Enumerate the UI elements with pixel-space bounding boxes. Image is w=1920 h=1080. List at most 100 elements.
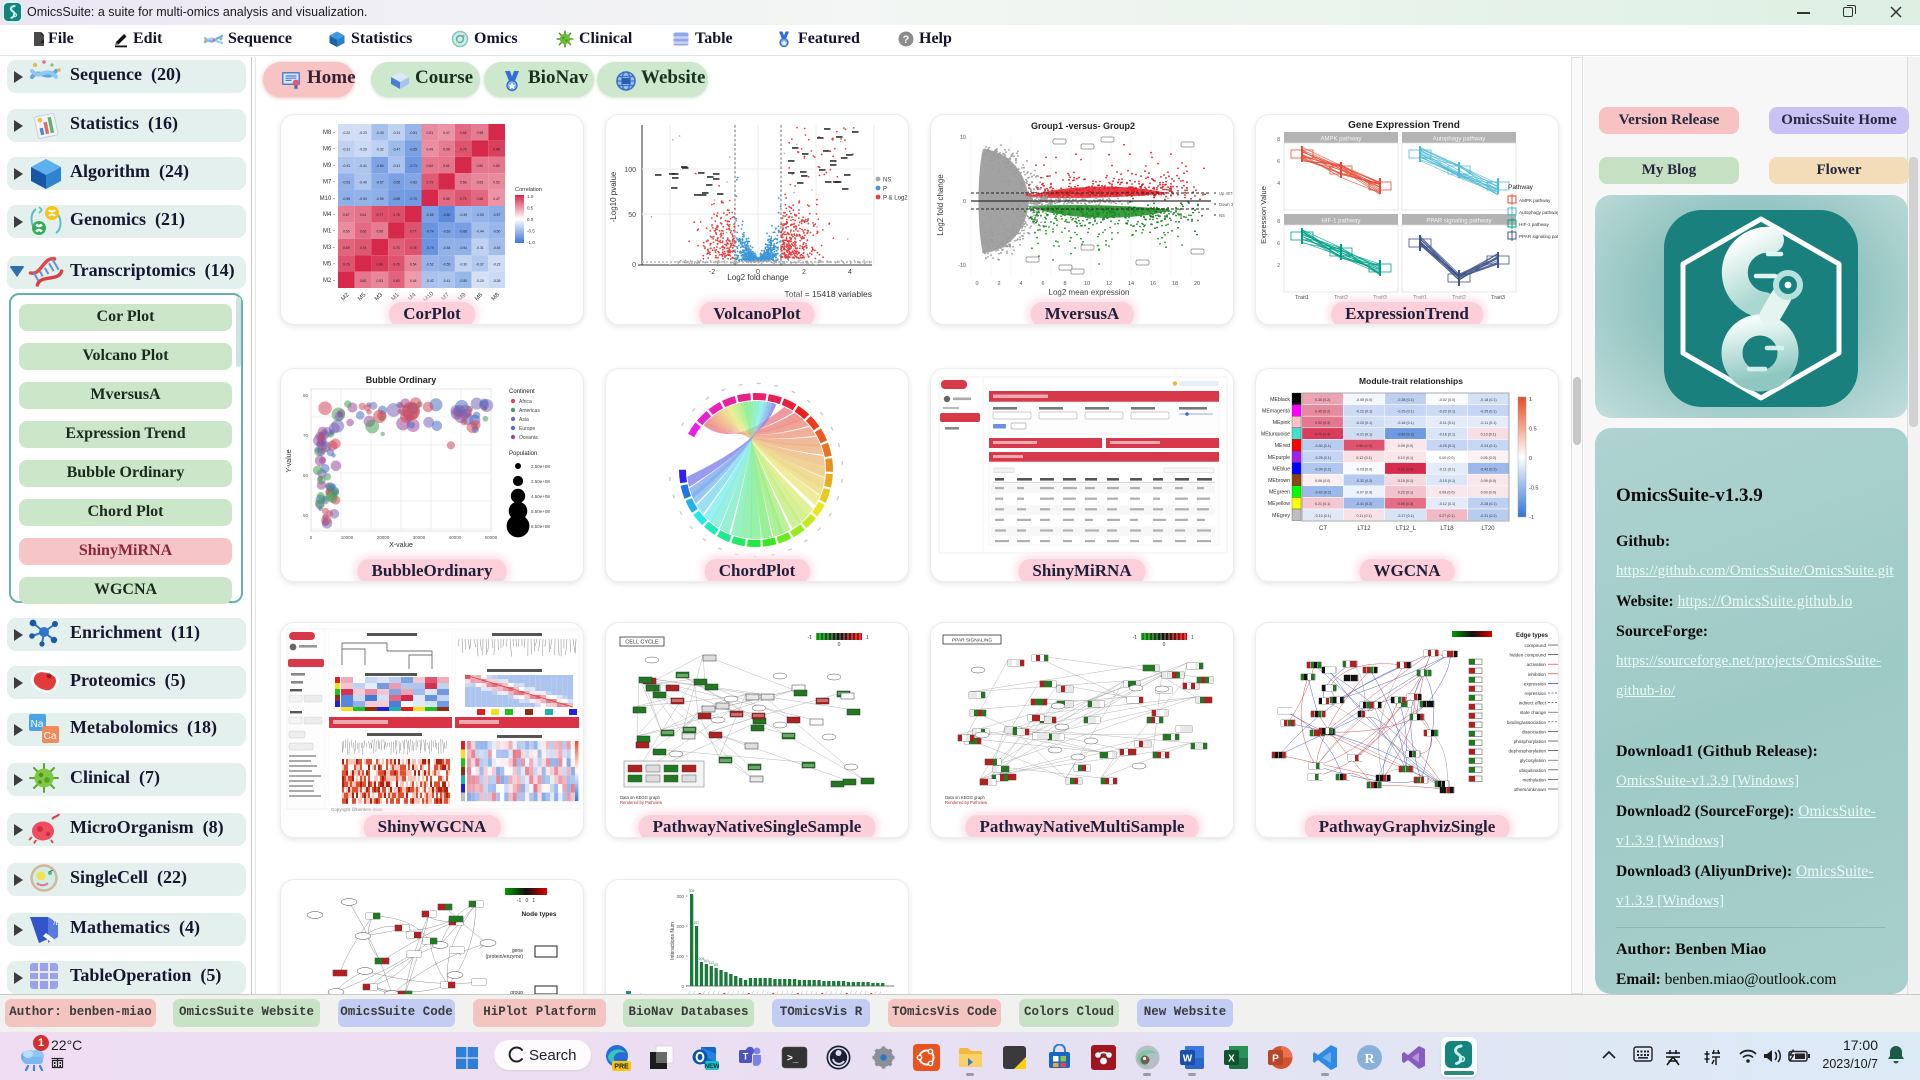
svg-text:60: 60 — [303, 473, 309, 478]
svg-text:-0.25 (0.1): -0.25 (0.1) — [1314, 456, 1331, 460]
svg-text:Population: Population — [509, 451, 537, 457]
svg-text:-0.65: -0.65 — [409, 148, 417, 152]
svg-text:-0.21 (0.1): -0.21 (0.1) — [1356, 433, 1373, 437]
svg-text:0: 0 — [632, 262, 636, 269]
svg-text:π: π — [53, 917, 59, 928]
svg-text:-0.22 (0.1): -0.22 (0.1) — [1439, 409, 1456, 413]
svg-text:MEyellow: MEyellow — [1268, 501, 1290, 507]
svg-text:0.73: 0.73 — [426, 180, 433, 184]
svg-text:0.15 (0.1): 0.15 (0.1) — [1398, 479, 1413, 483]
svg-text:-0.51: -0.51 — [409, 131, 417, 135]
svg-text:2: 2 — [997, 281, 1000, 287]
svg-text:-0.45: -0.45 — [493, 246, 501, 250]
svg-text:-0.23: -0.23 — [493, 262, 501, 266]
svg-text:6: 6 — [1041, 281, 1044, 287]
svg-text:14: 14 — [1128, 281, 1134, 287]
svg-text:-Log10 pvalue: -Log10 pvalue — [609, 171, 618, 222]
svg-text:0: 0 — [975, 281, 978, 287]
svg-text:0.54: 0.54 — [410, 262, 417, 266]
svg-text:-0.55: -0.55 — [443, 262, 451, 266]
svg-text:-0.54: -0.54 — [459, 246, 467, 250]
svg-text:0.74: 0.74 — [360, 246, 367, 250]
svg-text:-0.41 (0.2): -0.41 (0.2) — [1356, 502, 1373, 506]
svg-text:0.53: 0.53 — [376, 279, 383, 283]
svg-text:-0.07 (0.0): -0.07 (0.0) — [1356, 491, 1373, 495]
svg-text:MEpink: MEpink — [1273, 420, 1291, 426]
svg-text:-0.52: -0.52 — [426, 262, 434, 266]
svg-text:0.23 (0.1): 0.23 (0.1) — [1398, 491, 1413, 495]
svg-text:0.66 (0.3): 0.66 (0.3) — [1356, 444, 1371, 448]
svg-text:Log2 fold change: Log2 fold change — [936, 174, 945, 236]
svg-text:Bubble Ordinary: Bubble Ordinary — [366, 375, 437, 385]
svg-text:-0.22 (0.1): -0.22 (0.1) — [1356, 409, 1373, 413]
svg-text:M3 -: M3 - — [323, 245, 335, 251]
svg-text:0: 0 — [310, 535, 313, 540]
svg-text:AMPK pathway: AMPK pathway — [1519, 198, 1551, 203]
svg-text:M1: M1 — [391, 292, 402, 303]
svg-text:20: 20 — [1194, 281, 1200, 287]
svg-text:HIF-1 pathway: HIF-1 pathway — [1519, 222, 1550, 227]
svg-text:-0.42: -0.42 — [426, 279, 434, 283]
svg-text:-0.05 (0.0): -0.05 (0.0) — [1356, 398, 1373, 402]
svg-text:0.66: 0.66 — [460, 131, 467, 135]
svg-text:-0.44: -0.44 — [476, 230, 484, 234]
svg-text:0.35 (0.2): 0.35 (0.2) — [1315, 398, 1330, 402]
svg-text:-0.41: -0.41 — [443, 279, 451, 283]
svg-text:0.47: 0.47 — [443, 131, 450, 135]
svg-text:-0.53: -0.53 — [359, 197, 367, 201]
svg-text:Correlation: Correlation — [515, 187, 542, 193]
svg-text:4: 4 — [1019, 281, 1022, 287]
svg-text:2.50e+08: 2.50e+08 — [531, 464, 550, 469]
svg-text:MEgreen: MEgreen — [1269, 490, 1290, 496]
svg-text:-0.28 (0.1): -0.28 (0.1) — [1480, 502, 1497, 506]
svg-text:-0.42 (0.2): -0.42 (0.2) — [1480, 467, 1497, 471]
svg-text:0.69: 0.69 — [393, 279, 400, 283]
svg-text:0.27 (0.1): 0.27 (0.1) — [1439, 514, 1454, 518]
svg-text:12: 12 — [1106, 281, 1112, 287]
svg-text:-0.41: -0.41 — [393, 164, 401, 168]
svg-text:0.52 (0.3): 0.52 (0.3) — [1315, 421, 1330, 425]
svg-text:MEbrown: MEbrown — [1268, 478, 1290, 484]
svg-text:0.09 (0.0): 0.09 (0.0) — [1439, 491, 1454, 495]
svg-text:M5 -: M5 - — [323, 261, 335, 267]
svg-text:0.11 (0.1): 0.11 (0.1) — [1357, 514, 1372, 518]
svg-text:-0.62 (0.3): -0.62 (0.3) — [1397, 433, 1414, 437]
svg-text:LT18: LT18 — [1440, 526, 1454, 532]
svg-text:0.86: 0.86 — [376, 262, 383, 266]
svg-text:Continent: Continent — [509, 389, 535, 395]
svg-text:M8: M8 — [491, 292, 502, 303]
svg-text:NS: NS — [1219, 213, 1225, 218]
svg-text:-0.37: -0.37 — [476, 262, 484, 266]
svg-text:CELL CYCLE: CELL CYCLE — [625, 640, 659, 646]
svg-text:-0.34 (0.2): -0.34 (0.2) — [1314, 467, 1331, 471]
svg-text:16: 16 — [1150, 281, 1156, 287]
svg-text:AMPK pathway: AMPK pathway — [1320, 137, 1361, 143]
svg-text:0.66: 0.66 — [360, 230, 367, 234]
svg-text:-0.30 (0.1): -0.30 (0.1) — [1314, 444, 1331, 448]
svg-text:-0.53: -0.53 — [342, 180, 350, 184]
svg-text:M6: M6 — [474, 292, 485, 303]
svg-text:-0.11 (0.1): -0.11 (0.1) — [1439, 421, 1455, 425]
svg-text:0.58: 0.58 — [460, 180, 467, 184]
svg-text:-0.57: -0.57 — [493, 213, 501, 217]
svg-text:Log2 fold change: Log2 fold change — [727, 273, 789, 282]
svg-text:-0.30: -0.30 — [459, 262, 467, 266]
svg-text:0.56 (0.3): 0.56 (0.3) — [1398, 502, 1413, 506]
svg-text:-0.41: -0.41 — [359, 164, 367, 168]
svg-text:-0.5: -0.5 — [1529, 486, 1538, 492]
svg-text:PPAR signaling pathway: PPAR signaling pathway — [1519, 234, 1559, 239]
svg-text:-0.03 (0.0): -0.03 (0.0) — [1356, 467, 1373, 471]
svg-text:0.5: 0.5 — [1529, 427, 1537, 433]
svg-text:M1 -: M1 - — [323, 229, 335, 235]
svg-text:-0.24 (0.1): -0.24 (0.1) — [1480, 444, 1497, 448]
svg-text:M3: M3 — [374, 292, 385, 303]
svg-text:0.12 (0.1): 0.12 (0.1) — [1356, 456, 1371, 460]
svg-text:0.70: 0.70 — [393, 246, 400, 250]
svg-text:MEturquoise: MEturquoise — [1261, 432, 1290, 438]
svg-text:-0.69: -0.69 — [393, 197, 401, 201]
svg-text:-0.55: -0.55 — [376, 197, 384, 201]
svg-text:-0.5: -0.5 — [527, 229, 535, 234]
svg-text:M5: M5 — [357, 292, 368, 303]
svg-text:0.85: 0.85 — [493, 148, 500, 152]
svg-text:-0.41: -0.41 — [342, 164, 350, 168]
